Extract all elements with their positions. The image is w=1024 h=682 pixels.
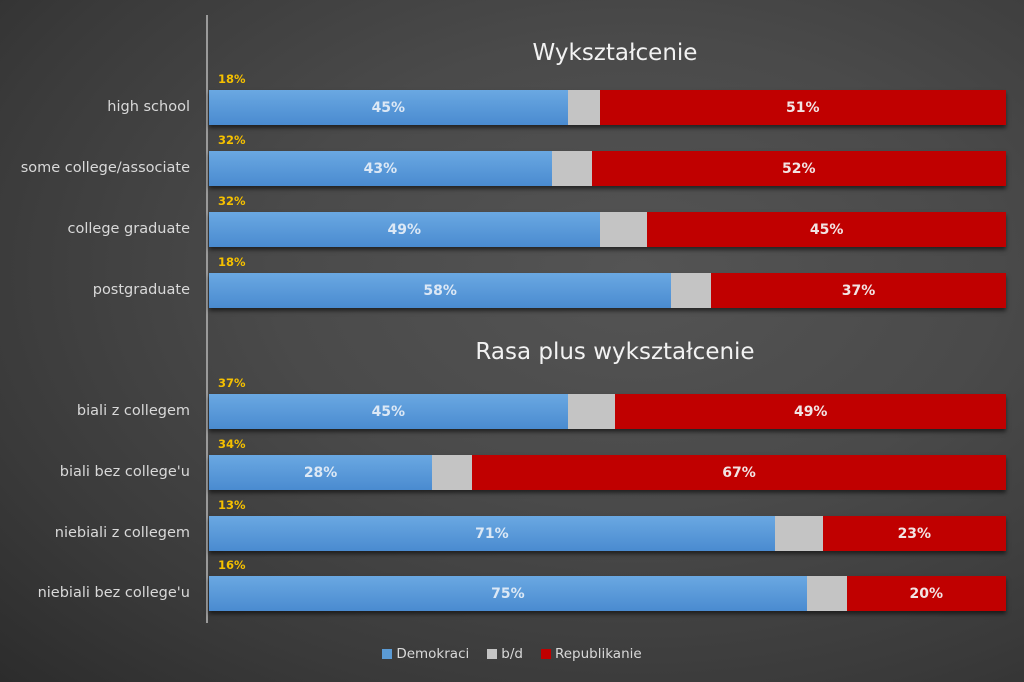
bar-segment-democrats: 58%	[209, 273, 672, 308]
bar-segment-no-data	[432, 455, 472, 490]
category-label: biali z collegem	[76, 403, 190, 419]
bar-segment-democrats: 45%	[209, 394, 568, 429]
legend-label: Republikanie	[554, 646, 642, 662]
electorate-share-label: 34%	[218, 437, 246, 451]
bar-segment-republicans: 51%	[599, 90, 1006, 125]
stacked-bar: 45% 49%	[209, 394, 1006, 429]
category-label: biali bez college'u	[59, 464, 190, 480]
category-axis-line	[206, 15, 208, 623]
stacked-bar: 71% 23%	[209, 516, 1006, 551]
bar-segment-no-data	[806, 576, 847, 611]
stacked-bar: 75% 20%	[209, 576, 1006, 611]
category-label: niebiali bez college'u	[37, 585, 190, 601]
democrats-swatch-icon	[382, 649, 393, 659]
section-title-race-education: Rasa plus wykształcenie	[475, 339, 755, 365]
stacked-bar: 49% 45%	[209, 212, 1006, 247]
stacked-bar: 43% 52%	[209, 151, 1006, 186]
legend-item-democrats: Demokraci	[382, 646, 469, 662]
stacked-bar: 45% 51%	[209, 90, 1006, 125]
electorate-share-label: 13%	[218, 498, 246, 512]
bar-segment-democrats: 43%	[209, 151, 552, 186]
bar-segment-democrats: 71%	[209, 516, 775, 551]
electorate-share-label: 32%	[218, 194, 246, 208]
stacked-bar: 58% 37%	[209, 273, 1006, 308]
bar-segment-republicans: 49%	[615, 394, 1006, 429]
bar-segment-republicans: 20%	[846, 576, 1006, 611]
bar-segment-republicans: 52%	[591, 151, 1006, 186]
republicans-swatch-icon	[540, 649, 551, 659]
category-label: niebiali z collegem	[54, 525, 190, 541]
category-label: some college/associate	[20, 160, 190, 176]
legend-item-republicans: Republikanie	[540, 646, 642, 662]
legend-item-no-data: b/d	[487, 646, 523, 662]
electorate-share-label: 18%	[218, 72, 246, 86]
electorate-share-label: 16%	[218, 558, 246, 572]
electorate-share-label: 32%	[218, 133, 246, 147]
section-title-education: Wykształcenie	[532, 40, 698, 66]
stacked-bar: 28% 67%	[209, 455, 1006, 490]
bar-segment-republicans: 45%	[647, 212, 1006, 247]
category-label: high school	[107, 99, 190, 115]
bar-segment-republicans: 23%	[822, 516, 1006, 551]
bar-segment-democrats: 49%	[209, 212, 600, 247]
bar-segment-no-data	[774, 516, 823, 551]
legend-label: b/d	[501, 646, 523, 662]
bar-segment-republicans: 37%	[711, 273, 1006, 308]
bar-segment-no-data	[599, 212, 648, 247]
bar-segment-democrats: 75%	[209, 576, 807, 611]
bar-segment-no-data	[551, 151, 592, 186]
category-label: postgraduate	[92, 282, 190, 298]
category-label: college graduate	[67, 221, 191, 237]
electorate-share-label: 18%	[218, 255, 246, 269]
electorate-share-label: 37%	[218, 376, 246, 390]
bar-segment-republicans: 67%	[472, 455, 1006, 490]
bar-segment-no-data	[567, 394, 616, 429]
bar-segment-democrats: 45%	[209, 90, 568, 125]
bar-segment-no-data	[567, 90, 600, 125]
legend: Demokraci b/d Republikanie	[0, 646, 1024, 662]
bar-segment-no-data	[671, 273, 712, 308]
bar-segment-democrats: 28%	[209, 455, 433, 490]
no-data-swatch-icon	[487, 649, 498, 659]
legend-label: Demokraci	[396, 646, 470, 662]
